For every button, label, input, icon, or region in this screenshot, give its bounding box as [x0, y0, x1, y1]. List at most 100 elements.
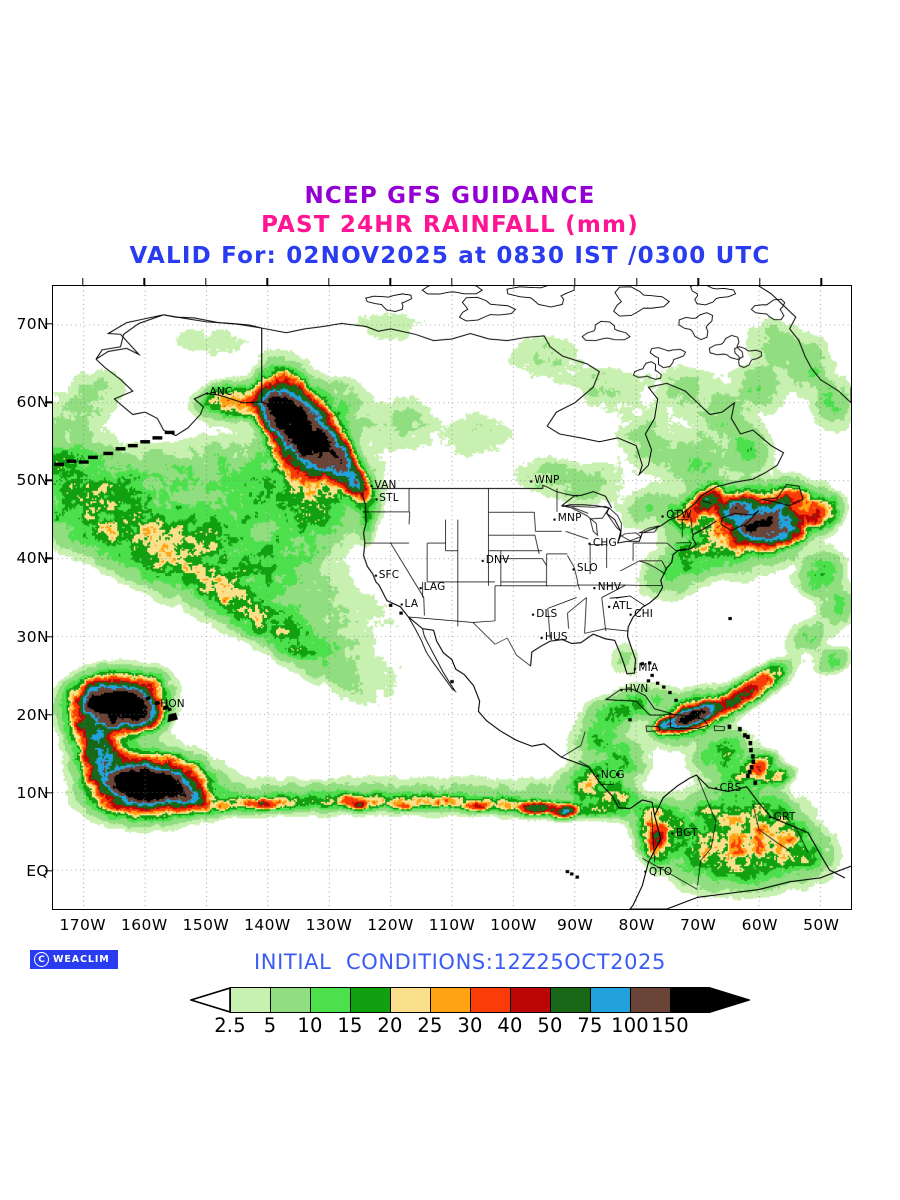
colorbar-label-15: 15 [337, 1014, 363, 1037]
latitude-tick-mark [45, 870, 52, 872]
latitude-tick-label: 70N [16, 315, 49, 334]
colorbar-swatch-10 [310, 987, 350, 1013]
longitude-tick-mark [82, 278, 84, 285]
latitude-tick-label: 60N [16, 393, 49, 412]
colorbar-swatch-40 [510, 987, 550, 1013]
city-label-anc: ANC [209, 385, 233, 398]
colorbar-swatch-15 [350, 987, 390, 1013]
longitude-tick-label: 50W [803, 916, 840, 934]
map-frame [52, 285, 852, 910]
city-label-van: VAN [374, 478, 397, 491]
city-label-nhv: NHV [597, 581, 622, 594]
latitude-tick-mark [45, 401, 52, 403]
latitude-tick-label: 50N [16, 471, 49, 490]
latitude-tick-mark [45, 557, 52, 560]
city-label-grt: GRT [773, 810, 796, 823]
colorbar-label-2.5: 2.5 [214, 1014, 246, 1037]
city-label-stl: STL [379, 492, 399, 505]
city-label-chi: CHI [634, 607, 653, 620]
colorbar-label-75: 75 [577, 1014, 603, 1037]
city-label-atl: ATL [612, 599, 632, 612]
longitude-tick-mark [143, 278, 145, 285]
longitude-tick-mark [451, 278, 453, 285]
longitude-tick-mark [266, 278, 269, 285]
longitude-tick-label: 100W [490, 916, 537, 934]
city-label-sfc: SFC [378, 568, 400, 581]
longitude-tick-mark [820, 278, 822, 285]
city-label-wnp: WNP [534, 474, 560, 487]
longitude-tick-label: 110W [428, 916, 476, 934]
colorbar-swatch-100 [630, 987, 670, 1013]
city-label-crs: CRS [719, 781, 742, 794]
colorbar-under-arrow [188, 986, 231, 1014]
longitude-tick-label: 140W [244, 916, 291, 934]
city-label-mnp: MNP [557, 512, 582, 525]
latitude-tick-mark [45, 792, 52, 794]
initial-conditions-label: INITIAL CONDITIONS:12Z25OCT2025 [254, 950, 666, 974]
colorbar-swatch-50 [550, 987, 590, 1013]
longitude-tick-mark [512, 278, 515, 285]
colorbar-label-100: 100 [611, 1014, 649, 1037]
copyright-icon: C [34, 952, 49, 967]
colorbar-swatch-150 [670, 987, 710, 1013]
latitude-tick-mark [45, 323, 52, 325]
city-label-dls: DLS [536, 607, 558, 620]
colorbar-label-30: 30 [457, 1014, 483, 1037]
longitude-tick-mark [205, 278, 207, 285]
title-block: NCEP GFS GUIDANCE PAST 24HR RAINFALL (mm… [0, 182, 900, 272]
city-label-mia: MIA [638, 662, 659, 675]
valid-time-line: VALID For: 02NOV2025 at 0830 IST /0300 U… [129, 243, 771, 269]
latitude-tick-label: 10N [16, 783, 49, 802]
longitude-tick-label: 130W [305, 916, 353, 934]
city-label-slo: SLO [576, 562, 598, 575]
city-label-la: LA [404, 597, 419, 610]
colorbar-swatch-20 [390, 987, 430, 1013]
latitude-tick-mark [45, 635, 52, 638]
colorbar-swatch-5 [270, 987, 310, 1013]
colorbar-label-5: 5 [263, 1014, 277, 1037]
latitude-tick-mark [45, 713, 52, 716]
longitude-tick-label: 70W [680, 916, 717, 934]
colorbar-label-150: 150 [651, 1014, 689, 1037]
city-label-otw: OTW [666, 509, 692, 522]
city-label-hus: HUS [544, 631, 568, 644]
city-label-lag: LAG [423, 581, 446, 594]
latitude-tick-mark [45, 479, 52, 482]
longitude-tick-mark [328, 278, 330, 285]
longitude-tick-label: 90W [556, 916, 594, 934]
colorbar-label-10: 10 [297, 1014, 323, 1037]
city-label-hon: HON [160, 697, 185, 710]
colorbar-swatch-2.5 [230, 987, 270, 1013]
longitude-tick-mark [574, 278, 576, 285]
colorbar-label-25: 25 [417, 1014, 443, 1037]
city-label-chg: CHG [592, 536, 617, 549]
longitude-tick-label: 60W [741, 916, 778, 934]
page-title: NCEP GFS GUIDANCE [304, 183, 596, 209]
colorbar-tick-labels: 2.5 5 10 15 20 25 30 40 50 75 100 150 [190, 1014, 750, 1038]
colorbar-label-50: 50 [537, 1014, 563, 1037]
colorbar-swatch-30 [470, 987, 510, 1013]
longitude-tick-mark [389, 278, 392, 285]
colorbar-label-20: 20 [377, 1014, 403, 1037]
rainfall-heatmap-canvas [53, 286, 851, 909]
longitude-tick-mark [635, 278, 638, 285]
colorbar-over-arrow [709, 986, 752, 1014]
logo-label: WEACLIM [53, 954, 110, 965]
longitude-tick-mark [758, 278, 761, 285]
latitude-tick-label: 30N [16, 627, 49, 646]
latitude-tick-label: EQ [26, 861, 49, 880]
latitude-tick-label: 40N [16, 549, 49, 568]
longitude-tick-label: 80W [618, 916, 655, 934]
city-label-ncg: NCG [600, 769, 625, 782]
rainfall-colorbar: 2.5 5 10 15 20 25 30 40 50 75 100 150 [188, 986, 752, 1037]
longitude-tick-mark [697, 278, 699, 285]
latitude-tick-label: 20N [16, 705, 49, 724]
longitude-tick-label: 170W [59, 916, 107, 934]
city-label-hvn: HVN [624, 683, 649, 696]
city-label-dnv: DNV [485, 553, 510, 566]
colorbar-swatch-25 [430, 987, 470, 1013]
map-container: 70N 60N 50N 40N 30N 20N 10N EQ 170W 160W 150W 140W… [16, 278, 852, 934]
longitude-tick-label: 120W [367, 916, 414, 934]
colorbar-label-40: 40 [497, 1014, 523, 1037]
